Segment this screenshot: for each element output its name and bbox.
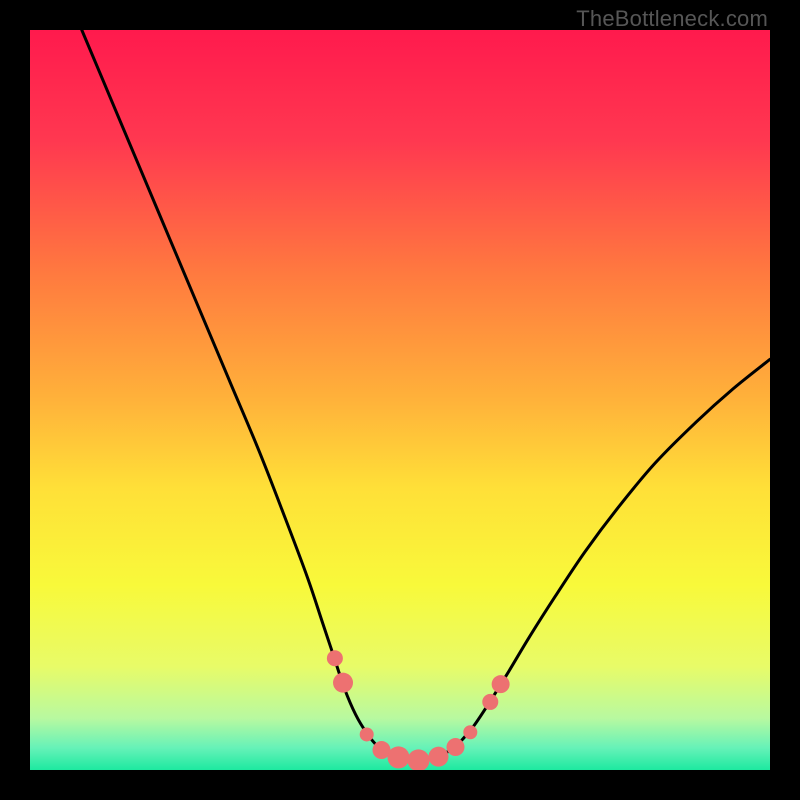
marker-point <box>447 738 465 756</box>
chart-frame: TheBottleneck.com <box>0 0 800 800</box>
watermark-text: TheBottleneck.com <box>576 6 768 32</box>
marker-point <box>333 673 353 693</box>
marker-point <box>388 746 410 768</box>
marker-point <box>463 725 477 739</box>
marker-point <box>428 747 448 767</box>
marker-point <box>360 727 374 741</box>
marker-point <box>327 650 343 666</box>
marker-point <box>482 694 498 710</box>
marker-point <box>492 675 510 693</box>
chart-svg <box>30 30 770 770</box>
gradient-background <box>30 30 770 770</box>
plot-area <box>30 30 770 770</box>
